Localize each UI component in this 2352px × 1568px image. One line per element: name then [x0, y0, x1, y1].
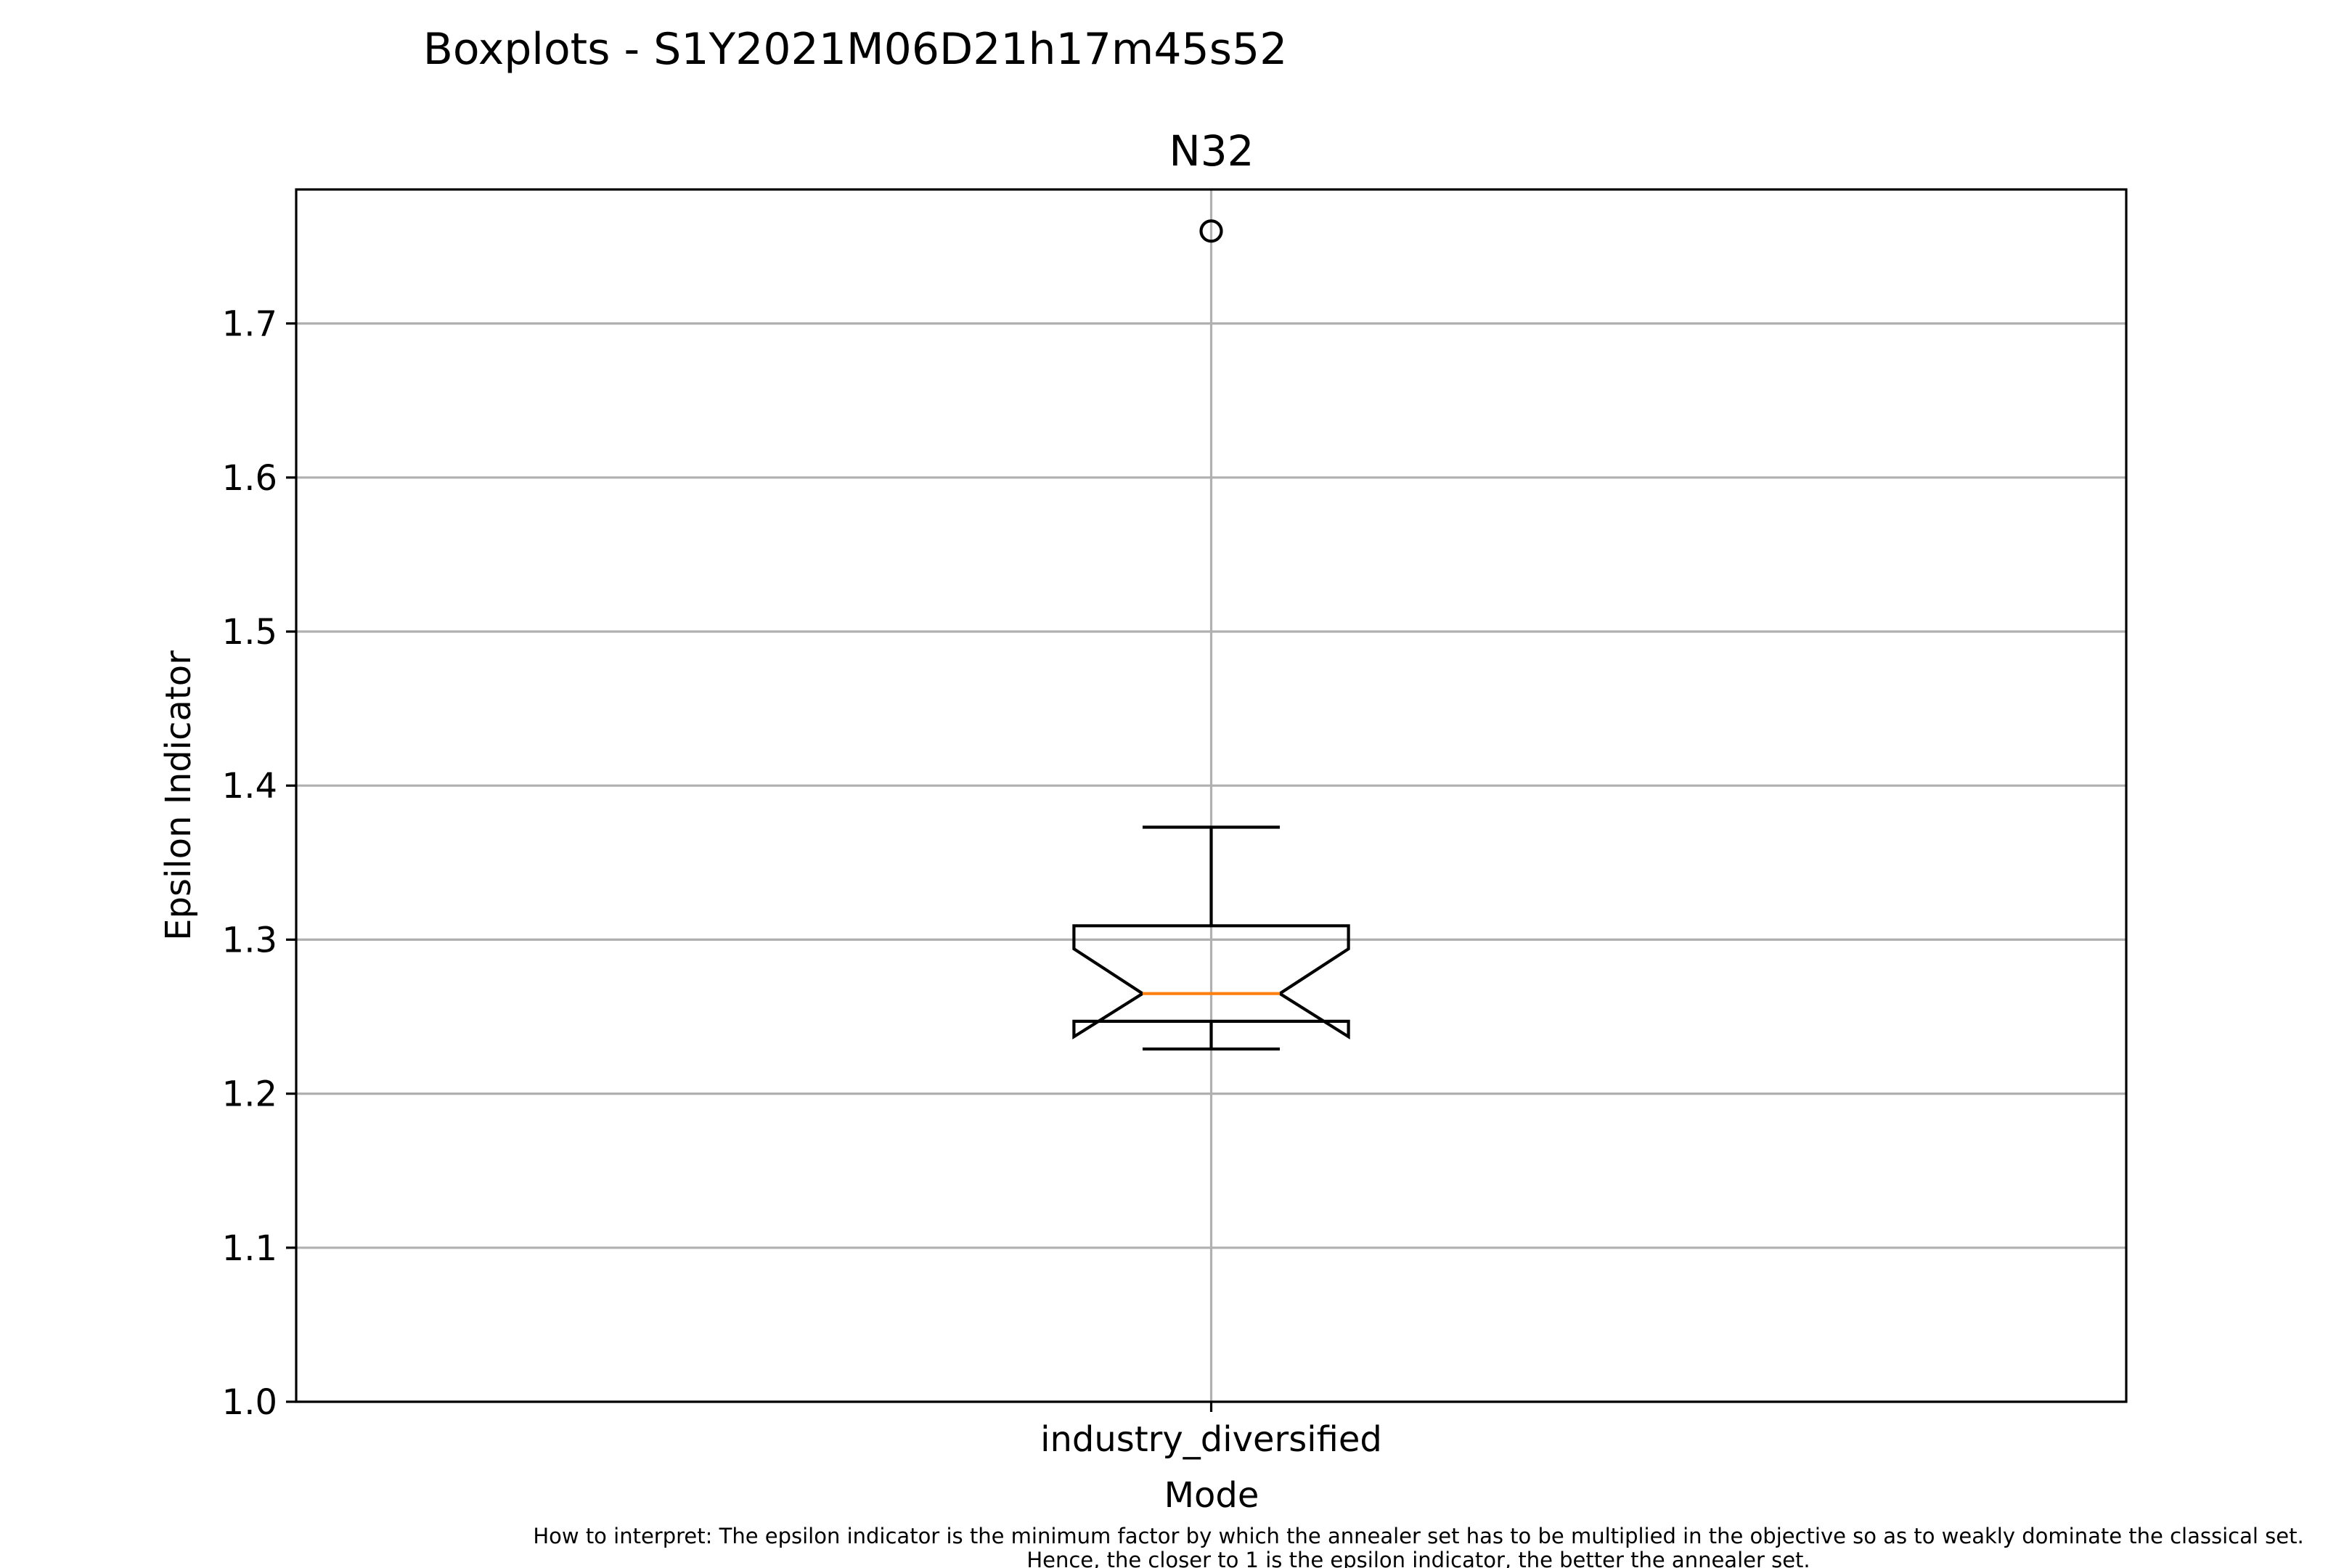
- grid-lines: [296, 189, 2126, 1403]
- y-axis-label: Epsilon Indicator: [158, 650, 199, 941]
- flier-point: [1199, 219, 1223, 243]
- y-tick-label: 1.6: [222, 458, 277, 499]
- y-tick-label: 1.3: [222, 920, 277, 960]
- axes-title: N32: [1169, 126, 1254, 176]
- axis-ticks: 1.0 1.1 1.2 1.3 1.4 1.5 1.6 1.7 industry_diversi…: [222, 304, 1382, 1460]
- interpretation-note-line-2: Hence, the closer to 1 is the epsilon in…: [1026, 1548, 1810, 1568]
- interpretation-note-line-1: How to interpret: The epsilon indicator …: [533, 1524, 2303, 1548]
- y-tick-label: 1.7: [222, 304, 277, 345]
- figure-suptitle: Boxplots - S1Y2021M06D21h17m45s52: [423, 24, 1288, 75]
- y-tick-label: 1.5: [222, 612, 277, 653]
- y-tick-label: 1.4: [222, 766, 277, 807]
- x-tick-label: industry_diversified: [1040, 1419, 1382, 1460]
- y-tick-label: 1.0: [222, 1382, 277, 1423]
- x-axis-label: Mode: [1164, 1475, 1259, 1516]
- box-body: [1072, 924, 1350, 1040]
- y-tick-label: 1.1: [222, 1228, 277, 1269]
- y-tick-label: 1.2: [222, 1074, 277, 1115]
- boxplot-group: [1072, 219, 1350, 1051]
